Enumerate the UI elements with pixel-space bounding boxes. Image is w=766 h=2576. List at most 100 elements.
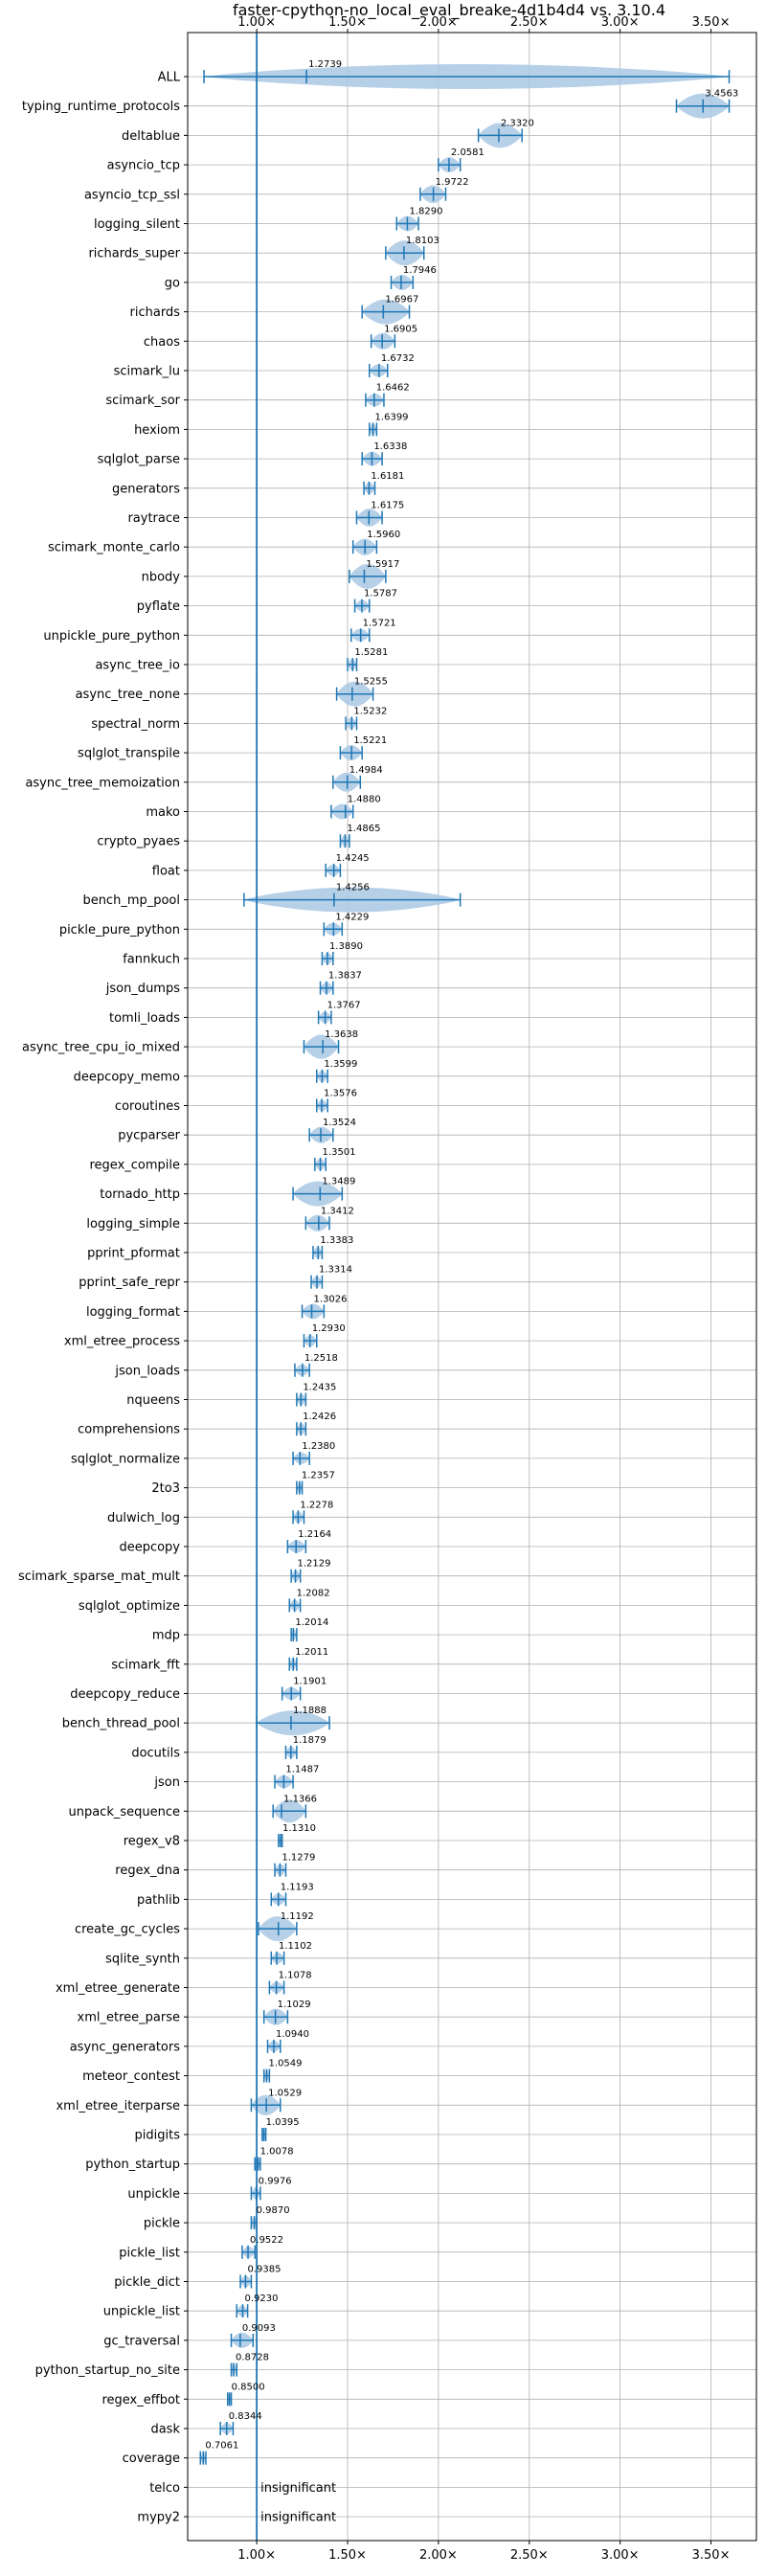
value-label: 1.6181 <box>371 471 404 482</box>
value-label: 1.2129 <box>298 1559 331 1570</box>
value-label: 1.1102 <box>279 1941 312 1952</box>
row-label: scimark_fft <box>111 1658 180 1672</box>
x-tick-label-top: 3.50× <box>692 15 731 30</box>
row-label: nbody <box>142 570 181 584</box>
value-label: 1.2380 <box>302 1441 335 1452</box>
value-label: 1.1888 <box>293 1706 327 1716</box>
value-label: 1.2426 <box>303 1412 336 1422</box>
value-label: 1.7946 <box>403 265 437 276</box>
row-label: regex_effbot <box>101 2393 180 2407</box>
row-label: xml_etree_iterparse <box>56 2099 180 2113</box>
row-label: pyflate <box>137 599 180 614</box>
value-label: 1.6399 <box>375 412 409 422</box>
row-label: bench_mp_pool <box>82 893 180 908</box>
row-label: deepcopy_memo <box>74 1070 180 1084</box>
row-label: comprehensions <box>78 1423 180 1437</box>
value-label: 1.3314 <box>319 1265 352 1276</box>
value-label: 1.5221 <box>353 735 387 746</box>
x-tick-label-top: 1.50× <box>328 15 367 30</box>
row-label: 2to3 <box>151 1481 180 1496</box>
value-label: 0.9522 <box>250 2235 283 2246</box>
row-label: create_gc_cycles <box>75 1923 180 1937</box>
row-label: json_loads <box>114 1364 180 1378</box>
value-label: 1.1279 <box>282 1853 315 1864</box>
value-label: 2.3320 <box>501 118 534 128</box>
row-label: ALL <box>158 71 181 85</box>
row-label: meteor_contest <box>82 2069 180 2084</box>
labels: 1.00× 1.00× 1.50× 1.50× 2.00× 2.00× 2.50× 2.50×… <box>18 15 738 2563</box>
value-label: 1.5255 <box>354 677 388 688</box>
row-label: telco <box>149 2481 180 2496</box>
value-label: 3.4563 <box>705 89 738 100</box>
grid <box>184 29 756 2544</box>
row-label: spectral_norm <box>91 717 180 732</box>
row-label: python_startup <box>85 2158 180 2172</box>
value-label: 1.3489 <box>322 1177 355 1187</box>
row-label: sqlglot_optimize <box>79 1599 180 1614</box>
row-label: logging_simple <box>86 1217 180 1232</box>
value-label: 1.1879 <box>293 1735 327 1746</box>
row-label: gc_traversal <box>103 2334 180 2348</box>
value-label: 1.4880 <box>348 795 381 805</box>
value-label: 1.8290 <box>409 207 442 217</box>
row-label: asyncio_tcp <box>107 159 180 173</box>
value-label: 1.0078 <box>260 2147 294 2158</box>
value-label: 1.8103 <box>406 236 439 246</box>
row-label: async_generators <box>70 2040 181 2054</box>
value-label: 1.9722 <box>436 177 469 188</box>
value-label: 1.0549 <box>269 2059 303 2069</box>
row-label: scimark_sor <box>105 394 180 408</box>
row-label: dask <box>150 2423 180 2437</box>
row-label: sqlite_synth <box>105 1952 180 1966</box>
row-label: unpickle_pure_python <box>43 629 180 644</box>
x-tick-label-bottom: 1.00× <box>237 2548 276 2563</box>
value-label: 1.1310 <box>282 1823 316 1834</box>
value-label: 0.8344 <box>229 2411 262 2422</box>
x-tick-label-top: 2.50× <box>510 15 549 30</box>
row-label: async_tree_memoization <box>25 776 180 790</box>
row-label: xml_etree_process <box>64 1335 180 1349</box>
row-label: pycparser <box>118 1129 180 1143</box>
value-label: 1.2164 <box>298 1529 331 1540</box>
value-label: 1.5281 <box>354 647 388 658</box>
value-label: 1.1366 <box>283 1794 317 1804</box>
value-label: 1.2011 <box>295 1647 328 1658</box>
value-label: 1.4229 <box>335 912 369 922</box>
row-label: regex_compile <box>89 1158 180 1172</box>
row-label: unpack_sequence <box>68 1805 180 1819</box>
value-label: 0.9093 <box>242 2323 276 2334</box>
row-label: deltablue <box>122 129 180 144</box>
value-label: 1.6175 <box>371 501 404 511</box>
value-label: 0.8728 <box>236 2353 269 2363</box>
value-label: 1.4984 <box>349 765 383 776</box>
row-label: xml_etree_parse <box>78 2011 180 2025</box>
value-label: 1.2739 <box>308 59 342 70</box>
value-label: 1.1029 <box>278 2000 311 2010</box>
value-label: 1.5917 <box>366 559 399 570</box>
row-label: scimark_sparse_mat_mult <box>18 1570 180 1584</box>
row-label: pathlib <box>137 1893 180 1908</box>
row-label: pidigits <box>135 2129 181 2143</box>
value-label: 1.5232 <box>353 706 387 716</box>
plot-frame <box>187 32 757 2542</box>
row-label: crypto_pyaes <box>97 835 180 849</box>
row-label: deepcopy <box>119 1541 180 1555</box>
row-label: regex_v8 <box>124 1835 180 1849</box>
row-label: sqlglot_parse <box>98 453 180 467</box>
value-label: 1.3767 <box>327 1000 361 1010</box>
value-label: 1.4865 <box>347 824 380 834</box>
value-label: 1.3576 <box>324 1089 357 1099</box>
value-label: 0.9385 <box>247 2265 281 2275</box>
row-label: go <box>165 276 180 290</box>
row-label: python_startup_no_site <box>35 2363 180 2378</box>
value-label: 1.3412 <box>321 1206 354 1216</box>
value-label: 1.5960 <box>367 530 400 540</box>
value-label: 1.5787 <box>364 589 397 599</box>
value-label: 0.9230 <box>245 2294 279 2304</box>
row-label: typing_runtime_protocols <box>22 100 180 114</box>
row-label: docutils <box>131 1746 180 1760</box>
row-label: json_dumps <box>105 982 180 996</box>
insignificant-label: insignificant <box>260 2481 336 2496</box>
row-label: pickle_pure_python <box>59 923 180 938</box>
value-label: 2.0581 <box>451 147 484 158</box>
